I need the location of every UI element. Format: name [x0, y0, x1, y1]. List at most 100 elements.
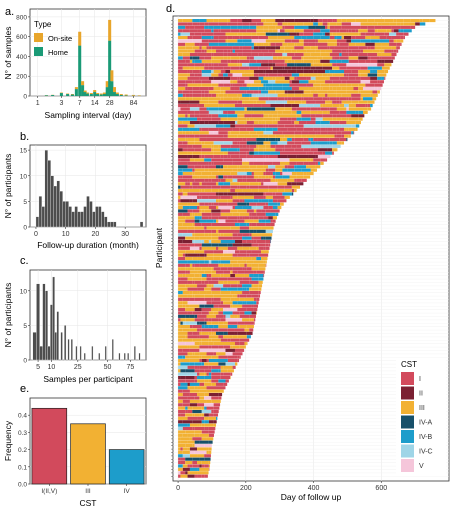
legend-label-cst: II: [419, 391, 423, 398]
cst-segment: [208, 87, 214, 91]
cst-segment: [220, 59, 228, 63]
cst-segment: [206, 352, 214, 356]
cst-segment: [178, 185, 181, 189]
cst-segment: [336, 42, 340, 46]
cst-segment: [244, 114, 252, 118]
cst-segment: [370, 59, 378, 63]
cst-segment: [263, 172, 266, 176]
cst-segment: [263, 148, 266, 152]
cst-segment: [218, 219, 226, 223]
cst-segment: [185, 314, 190, 318]
cst-segment: [377, 76, 382, 80]
cst-segment: [225, 301, 233, 305]
cst-segment: [315, 168, 317, 172]
cst-segment: [400, 39, 404, 43]
cst-segment: [180, 393, 183, 397]
cst-segment: [268, 49, 276, 53]
cst-segment: [189, 372, 198, 376]
cst-segment: [251, 304, 254, 308]
cst-segment: [178, 440, 181, 444]
cst-segment: [194, 474, 198, 478]
cst-segment: [216, 294, 226, 298]
cst-segment: [348, 59, 359, 63]
cst-segment: [234, 297, 240, 301]
cst-segment: [216, 342, 226, 346]
cst-segment: [194, 165, 202, 169]
cst-segment: [244, 134, 252, 138]
cst-segment: [256, 29, 264, 33]
cst-segment: [256, 311, 257, 315]
cst-segment: [213, 32, 217, 36]
cst-segment: [216, 246, 219, 250]
cst-segment: [178, 260, 188, 264]
cst-segment: [187, 229, 195, 233]
cst-segment: [206, 447, 209, 451]
cst-segment: [303, 148, 309, 152]
cst-segment: [178, 46, 186, 50]
cst-segment: [216, 73, 219, 77]
cst-segment: [325, 134, 335, 138]
cst-segment: [329, 87, 333, 91]
cst-segment: [213, 311, 219, 315]
cst-segment: [265, 240, 271, 244]
cst-segment: [220, 80, 231, 84]
cst-segment: [258, 243, 266, 247]
cst-segment: [261, 114, 264, 118]
cst-segment: [268, 42, 271, 46]
cst-segment: [187, 474, 195, 478]
panel-b-xlabel: Follow-up duration (month): [37, 240, 139, 250]
cst-segment: [192, 175, 198, 179]
cst-segment: [213, 294, 217, 298]
cst-segment: [237, 134, 245, 138]
cst-segment: [227, 277, 235, 281]
participant-row: [178, 53, 397, 57]
participant-row: [178, 318, 256, 322]
cst-segment: [327, 42, 335, 46]
cst-segment: [306, 158, 311, 162]
cst-segment: [199, 100, 207, 104]
cst-segment: [322, 97, 328, 101]
cst-segment: [211, 161, 214, 165]
cst-segment: [213, 87, 221, 91]
cst-segment: [227, 338, 231, 342]
cst-segment: [208, 372, 212, 376]
cst-segment: [275, 80, 281, 84]
cst-segment: [256, 42, 262, 46]
cst-segment: [199, 328, 202, 332]
cst-segment: [351, 70, 354, 74]
cst-segment: [341, 25, 345, 29]
cst-segment: [277, 97, 285, 101]
cst-segment: [189, 362, 195, 366]
cst-segment: [182, 427, 193, 431]
cst-segment: [351, 97, 361, 101]
cst-segment: [294, 148, 304, 152]
cst-segment: [178, 416, 188, 420]
cst-segment: [182, 447, 188, 451]
cst-segment: [239, 144, 243, 148]
cst-segment: [336, 63, 347, 67]
cst-segment: [234, 83, 243, 87]
cst-segment: [225, 182, 231, 186]
cst-segment: [322, 32, 326, 36]
cst-segment: [182, 223, 193, 227]
cst-segment: [329, 25, 335, 29]
histogram-bar: [138, 352, 141, 361]
cst-segment: [291, 97, 302, 101]
cst-segment: [294, 138, 304, 142]
cst-segment: [189, 284, 198, 288]
cst-segment: [384, 76, 386, 80]
cst-segment: [199, 114, 207, 118]
cst-segment: [204, 362, 209, 366]
cst-segment: [353, 131, 355, 135]
participant-row: [178, 216, 277, 220]
cst-segment: [230, 70, 235, 74]
cst-segment: [234, 32, 238, 36]
cst-segment: [237, 301, 243, 305]
cst-segment: [232, 141, 235, 145]
cst-segment: [320, 36, 330, 40]
cst-segment: [218, 29, 221, 33]
cst-segment: [244, 192, 254, 196]
cst-segment: [284, 29, 295, 33]
cst-segment: [358, 59, 366, 63]
